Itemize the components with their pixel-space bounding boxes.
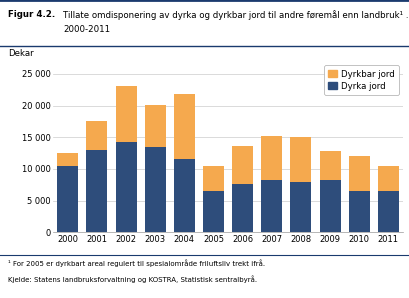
Bar (86, 121, 108, 150)
Bar (115, 86, 137, 142)
Bar (57, 153, 78, 166)
Text: Dekar: Dekar (8, 49, 34, 58)
Bar (232, 146, 253, 184)
Bar (290, 182, 311, 232)
Bar (319, 150, 341, 180)
Bar (319, 180, 341, 232)
Text: Figur 4.2.: Figur 4.2. (8, 10, 56, 19)
Bar (174, 159, 195, 232)
Bar (290, 137, 311, 182)
Bar (203, 191, 224, 232)
Bar (232, 184, 253, 232)
Bar (115, 142, 137, 232)
Bar (348, 156, 370, 191)
Bar (174, 94, 195, 159)
Bar (86, 150, 108, 232)
Text: ¹ For 2005 er dyrkbart areal regulert til spesialområde friluftsliv trekt ifrå.: ¹ For 2005 er dyrkbart areal regulert ti… (8, 259, 265, 267)
Bar (57, 166, 78, 232)
Bar (203, 166, 224, 191)
Bar (378, 191, 399, 232)
Bar (261, 136, 282, 180)
Bar (261, 180, 282, 232)
Bar (348, 191, 370, 232)
Legend: Dyrkbar jord, Dyrka jord: Dyrkbar jord, Dyrka jord (324, 65, 398, 95)
Text: Tillate omdisponering av dyrka og dyrkbar jord til andre føremål enn landbruk¹ .: Tillate omdisponering av dyrka og dyrkba… (63, 10, 409, 20)
Bar (378, 166, 399, 191)
Text: 2000-2011: 2000-2011 (63, 25, 110, 34)
Text: Kjelde: Statens landbruksforvaltning og KOSTRA, Statistisk sentralbyrå.: Kjelde: Statens landbruksforvaltning og … (8, 276, 257, 283)
Bar (145, 105, 166, 148)
Bar (145, 148, 166, 232)
